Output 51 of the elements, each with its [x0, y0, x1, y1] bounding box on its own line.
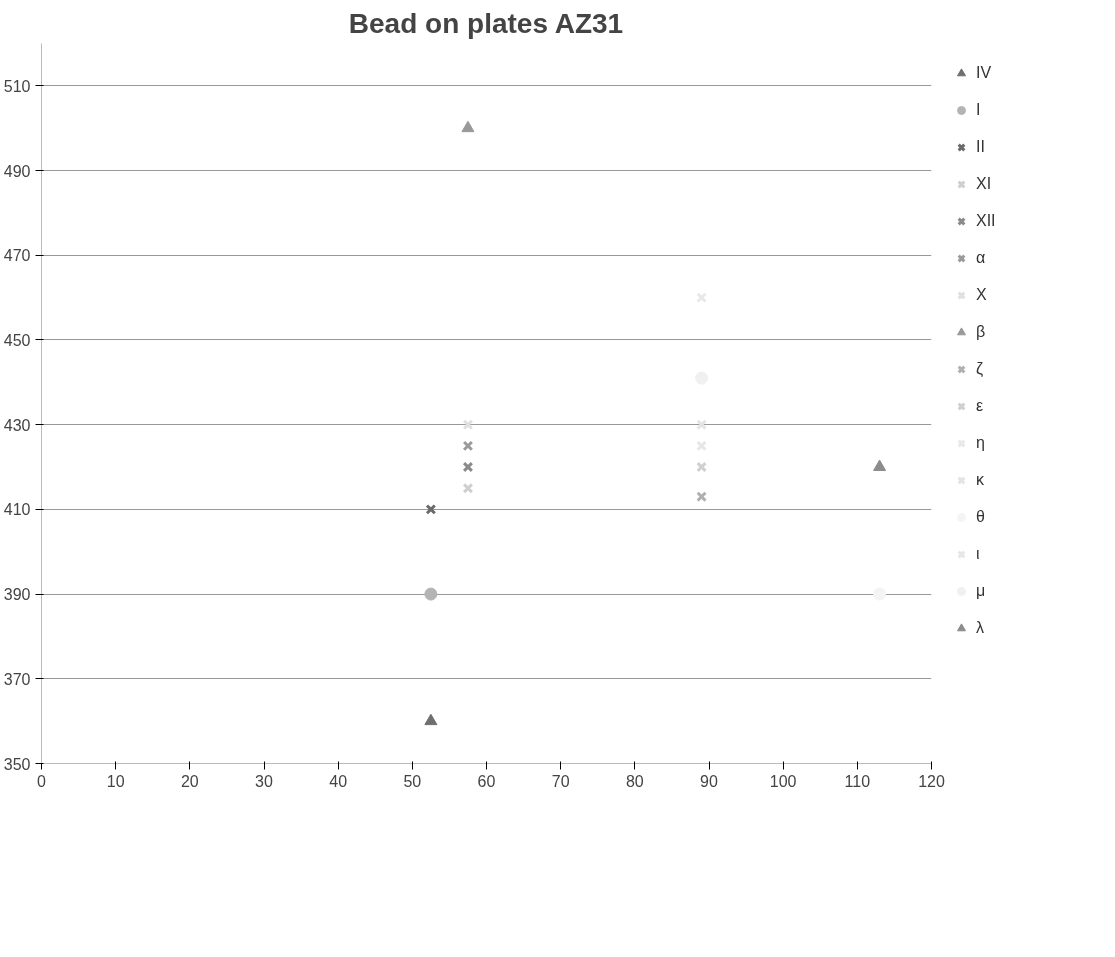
legend-label: α — [976, 249, 987, 267]
point — [425, 503, 437, 515]
y-tick-label: 510 — [3, 77, 31, 95]
legend-label: IV — [976, 64, 993, 82]
x-tick-label: 90 — [700, 772, 718, 790]
legend-label: μ — [976, 582, 987, 600]
x-tick-label: 80 — [625, 772, 644, 790]
point — [873, 587, 887, 601]
y-tick-label: 450 — [3, 331, 31, 349]
legend-label: I — [976, 101, 982, 119]
legend-label: θ — [976, 508, 986, 526]
x-tick-label: 120 — [918, 772, 945, 790]
chart-title: Bead on plates AZ31 — [348, 7, 624, 39]
x-tick-label: 40 — [329, 772, 348, 790]
legend-label: ι — [976, 545, 981, 563]
x-tick-label: 10 — [106, 772, 125, 790]
point — [696, 491, 707, 503]
point — [462, 440, 474, 452]
point — [462, 482, 474, 494]
y-tick-label: 370 — [3, 670, 31, 688]
y-tick-label: 390 — [3, 586, 31, 604]
x-tick-label: 50 — [403, 772, 422, 790]
y-tick-label: 470 — [3, 247, 31, 265]
point — [424, 587, 438, 601]
point — [462, 419, 474, 431]
legend-label: λ — [976, 619, 985, 637]
x-tick-label: 0 — [37, 772, 47, 790]
y-tick-label: 410 — [3, 501, 31, 519]
legend-label: η — [976, 434, 986, 452]
legend-label: XII — [976, 212, 996, 230]
legend-label: XI — [976, 175, 993, 193]
x-tick-label: 70 — [551, 772, 570, 790]
legend-label: X — [976, 286, 988, 304]
y-tick-label: 350 — [3, 755, 31, 773]
point — [462, 461, 474, 473]
point — [696, 440, 707, 452]
point — [696, 419, 707, 431]
legend-label: II — [976, 138, 986, 156]
legend-label: κ — [976, 471, 985, 489]
x-tick-label: 30 — [255, 772, 273, 790]
x-tick-label: 100 — [769, 772, 797, 790]
point — [696, 461, 707, 473]
point — [424, 713, 438, 726]
legend-label: β — [976, 323, 987, 341]
y-tick-label: 430 — [3, 416, 31, 434]
x-tick-label: 60 — [477, 772, 496, 790]
y-tick-label: 490 — [3, 162, 31, 180]
legend-label: ε — [976, 397, 985, 415]
legend-label: ζ — [976, 360, 985, 378]
x-tick-label: 110 — [844, 772, 871, 790]
x-tick-label: 20 — [180, 772, 199, 790]
